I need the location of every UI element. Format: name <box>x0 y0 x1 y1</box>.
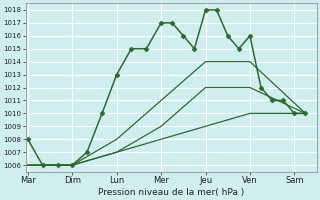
X-axis label: Pression niveau de la mer( hPa ): Pression niveau de la mer( hPa ) <box>98 188 244 197</box>
